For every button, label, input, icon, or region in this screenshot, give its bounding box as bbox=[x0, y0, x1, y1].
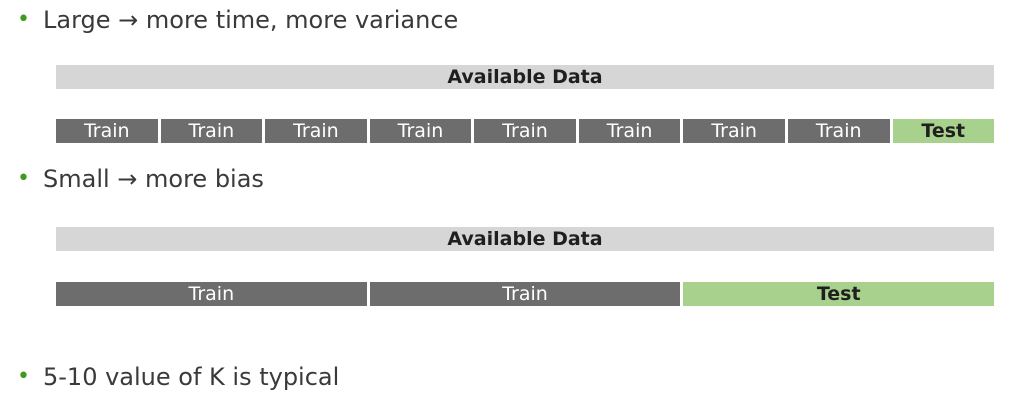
test-segment: Test bbox=[892, 119, 995, 143]
available-data-bar-large: Available Data bbox=[56, 65, 994, 89]
train-segment: Train bbox=[474, 119, 576, 143]
train-label: Train bbox=[606, 120, 653, 142]
train-label: Train bbox=[188, 283, 235, 305]
available-data-label: Available Data bbox=[447, 66, 603, 88]
train-label: Train bbox=[293, 120, 339, 142]
bullet-small-k: • Small → more bias bbox=[17, 162, 264, 196]
bullet-marker: • bbox=[17, 7, 30, 32]
train-label: Train bbox=[711, 120, 757, 142]
test-label: Test bbox=[816, 283, 861, 305]
fold-row-large: Train Train Train Train Train Train Trai… bbox=[56, 119, 995, 143]
train-segment: Train bbox=[56, 282, 367, 306]
train-segment: Train bbox=[56, 119, 158, 143]
fold-row-small: Train Train Test bbox=[56, 282, 995, 306]
bullet-marker: • bbox=[17, 166, 30, 191]
train-segment: Train bbox=[369, 282, 681, 306]
train-label: Train bbox=[502, 283, 548, 305]
bullet-large-k: • Large → more time, more variance bbox=[17, 3, 458, 37]
train-segment: Train bbox=[369, 119, 472, 143]
train-label: Train bbox=[188, 120, 235, 142]
bullet-typical-k: • 5-10 value of K is typical bbox=[17, 360, 339, 394]
train-segment: Train bbox=[265, 119, 367, 143]
bullet-text-large: Large → more time, more variance bbox=[43, 6, 459, 34]
train-label: Train bbox=[83, 120, 130, 142]
available-data-bar-small: Available Data bbox=[56, 227, 994, 251]
train-segment: Train bbox=[160, 119, 263, 143]
train-segment: Train bbox=[683, 119, 785, 143]
train-segment: Train bbox=[787, 119, 890, 143]
test-label: Test bbox=[921, 120, 966, 142]
train-label: Train bbox=[502, 120, 548, 142]
bullet-text-small: Small → more bias bbox=[43, 165, 264, 193]
bullet-text-typical: 5-10 value of K is typical bbox=[43, 363, 340, 391]
test-segment: Test bbox=[683, 282, 995, 306]
train-label: Train bbox=[397, 120, 444, 142]
available-data-label: Available Data bbox=[447, 228, 603, 250]
train-segment: Train bbox=[578, 119, 681, 143]
bullet-marker: • bbox=[17, 364, 30, 389]
train-label: Train bbox=[815, 120, 862, 142]
